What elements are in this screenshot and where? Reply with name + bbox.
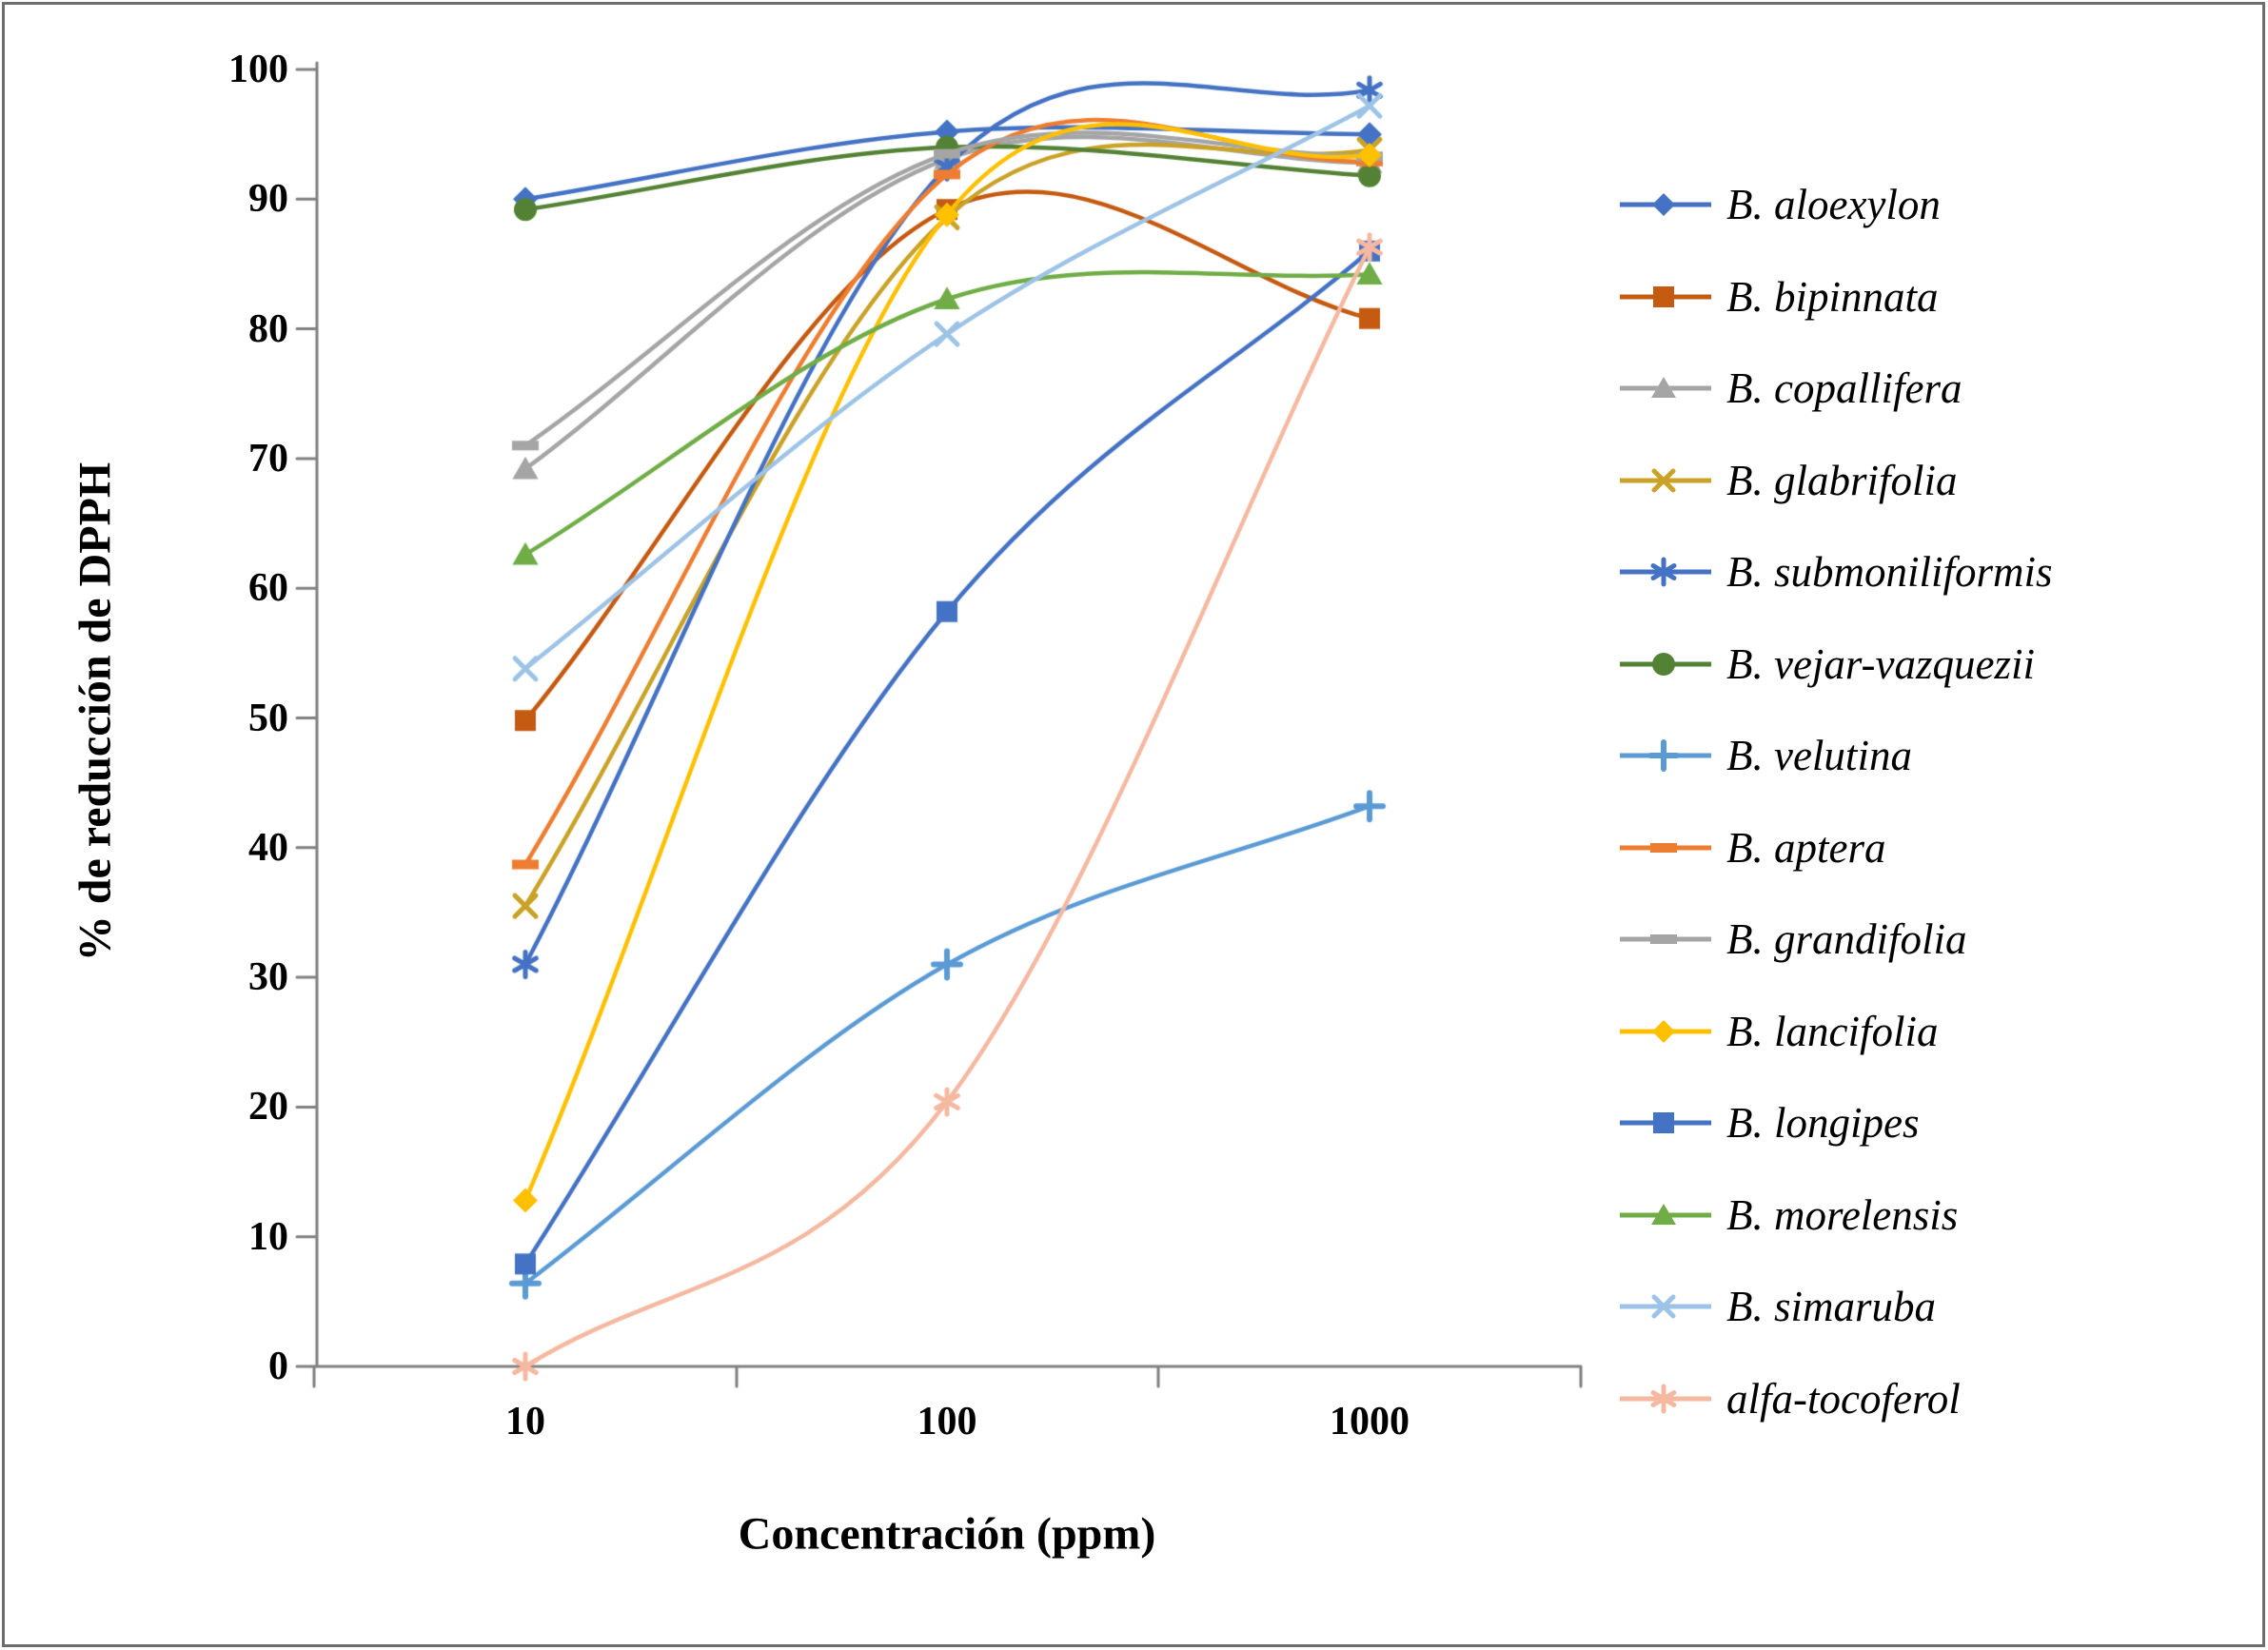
- legend-label: B. grandifolia: [1726, 915, 1967, 963]
- legend-label: B. bipinnata: [1726, 272, 1939, 321]
- legend-label: B. aptera: [1726, 823, 1886, 872]
- legend-item: B. velutina: [1618, 729, 1912, 782]
- legend-label: B. lancifolia: [1726, 1007, 1939, 1055]
- legend-marker-triangle-icon: [1620, 377, 1711, 398]
- legend-item: B. simaruba: [1618, 1280, 1936, 1333]
- y-tick-label: 30: [248, 955, 288, 1000]
- legend-item: B. vejar-vazquezii: [1618, 638, 2035, 691]
- y-tick-label: 50: [248, 696, 288, 740]
- legend-label: B. velutina: [1726, 732, 1912, 779]
- legend-label: alfa-tocoferol: [1726, 1374, 1961, 1423]
- legend-item: B. aloexylon: [1618, 178, 1941, 231]
- legend-label: B. morelensis: [1726, 1190, 1959, 1239]
- legend-marker-square-icon: [1620, 1112, 1711, 1133]
- legend-item: B. submoniliformis: [1618, 545, 2053, 599]
- y-tick-label: 0: [268, 1345, 288, 1388]
- legend-marker-triangle-icon: [1620, 1203, 1711, 1225]
- legend-item: B. bipinnata: [1618, 270, 1939, 324]
- legend-item: B. morelensis: [1618, 1188, 1958, 1242]
- legend-item: B. lancifolia: [1618, 1005, 1938, 1058]
- legend-marker-dash-icon: [1620, 934, 1711, 944]
- legend-item: B. longipes: [1618, 1096, 1919, 1149]
- x-tick-label: 100: [917, 1400, 977, 1444]
- x-axis-title: Concentración (ppm): [738, 1508, 1156, 1560]
- legend-marker-diamond-icon: [1620, 193, 1711, 216]
- legend-label: B. glabrifolia: [1726, 456, 1958, 504]
- legend-item: B. copallifera: [1618, 362, 1962, 415]
- y-tick-label: 20: [248, 1085, 288, 1129]
- y-tick-label: 80: [248, 306, 288, 351]
- legend-item: alfa-tocoferol: [1618, 1372, 1961, 1425]
- y-tick-label: 40: [248, 825, 288, 870]
- legend-label: B. simaruba: [1726, 1283, 1937, 1330]
- legend-item: B. grandifolia: [1618, 913, 1967, 966]
- y-tick-label: 90: [248, 177, 288, 222]
- legend-item: B. glabrifolia: [1618, 454, 1958, 507]
- y-tick-label: 10: [248, 1214, 288, 1259]
- y-tick-label: 60: [248, 566, 288, 611]
- legend-label: B. aloexylon: [1726, 181, 1941, 228]
- x-tick-label: 10: [505, 1400, 545, 1444]
- legend-marker-x-icon: [1620, 468, 1711, 492]
- legend-item: B. aptera: [1618, 821, 1885, 874]
- legend-marker-asterisk-icon: [1620, 1384, 1711, 1413]
- legend-label: B. submoniliformis: [1726, 548, 2053, 596]
- legend-label: B. longipes: [1726, 1099, 1920, 1147]
- legend-marker-plus-icon: [1620, 739, 1711, 772]
- legend-label: B. copallifera: [1726, 364, 1962, 412]
- legend-label: B. vejar-vazquezii: [1726, 639, 2036, 688]
- legend-marker-square-icon: [1620, 285, 1711, 307]
- x-tick-label: 1000: [1330, 1400, 1410, 1444]
- y-tick-label: 100: [228, 48, 288, 91]
- y-tick-label: 70: [248, 436, 288, 481]
- legend-marker-diamond-icon: [1620, 1019, 1711, 1043]
- legend-marker-x-icon: [1620, 1294, 1711, 1319]
- legend-marker-circle-icon: [1620, 652, 1711, 676]
- legend-marker-dash-icon: [1620, 842, 1711, 853]
- legend-marker-asterisk-icon: [1620, 557, 1711, 587]
